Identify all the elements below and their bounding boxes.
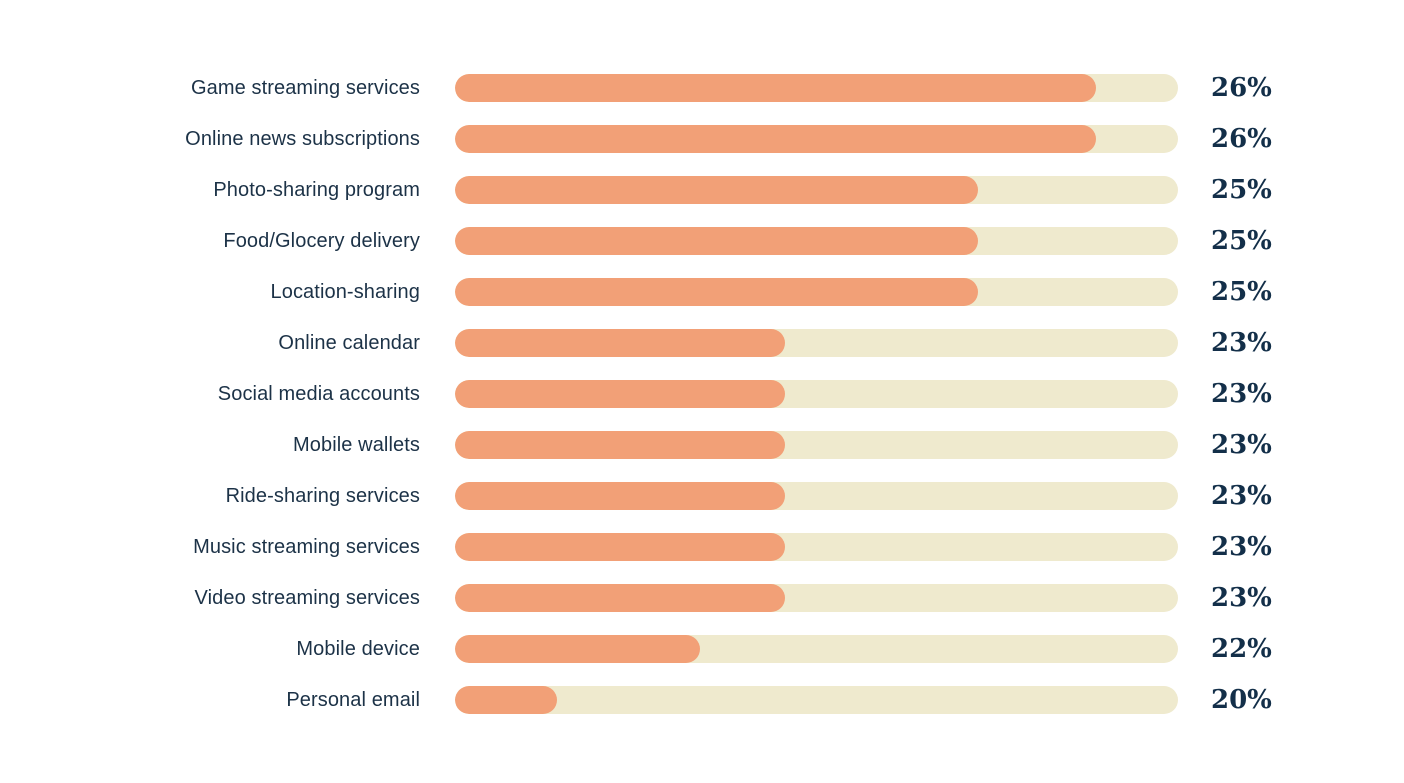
value-label: 25%: [1211, 226, 1272, 256]
category-label: Mobile device: [296, 638, 420, 660]
bar-track: [455, 584, 1178, 612]
bar-row: Location-sharing 25%: [0, 278, 1404, 306]
bar-fill: [455, 329, 785, 357]
value-label: 22%: [1211, 634, 1272, 664]
category-label: Mobile wallets: [292, 434, 420, 456]
value-label: 23%: [1211, 379, 1272, 409]
category-label: Video streaming services: [194, 587, 420, 609]
bar-fill: [455, 380, 785, 408]
category-label: Online calendar: [278, 332, 420, 354]
value-label: 23%: [1211, 481, 1272, 511]
bar-row: Personal email 20%: [0, 686, 1404, 714]
bar-fill: [455, 584, 785, 612]
value-label: 25%: [1211, 277, 1272, 307]
bar-fill: [455, 278, 978, 306]
bar-track: [455, 635, 1178, 663]
bar-fill: [455, 227, 978, 255]
bar-track: [455, 227, 1178, 255]
category-label: Photo-sharing program: [213, 179, 420, 201]
bar-row: Online news subscriptions 26%: [0, 125, 1404, 153]
value-label: 26%: [1211, 124, 1272, 154]
bar-fill: [455, 482, 785, 510]
value-label: 20%: [1211, 685, 1272, 715]
category-label: Online news subscriptions: [185, 128, 420, 150]
bar-track: [455, 533, 1178, 561]
bar-track: [455, 380, 1178, 408]
value-label: 26%: [1211, 73, 1272, 103]
bar-row: Food/Glocery delivery 25%: [0, 227, 1404, 255]
value-label: 25%: [1211, 175, 1272, 205]
value-label: 23%: [1211, 583, 1272, 613]
category-label: Personal email: [286, 689, 420, 711]
bar-track: [455, 431, 1178, 459]
bar-row: Video streaming services 23%: [0, 584, 1404, 612]
category-label: Social media accounts: [217, 383, 420, 405]
bar-track: [455, 74, 1178, 102]
bar-row: Social media accounts 23%: [0, 380, 1404, 408]
value-label: 23%: [1211, 532, 1272, 562]
bar-row: Music streaming services 23%: [0, 533, 1404, 561]
value-label: 23%: [1211, 430, 1272, 460]
bar-row: Mobile wallets 23%: [0, 431, 1404, 459]
bar-track: [455, 125, 1178, 153]
value-label: 23%: [1211, 328, 1272, 358]
bar-fill: [455, 125, 1097, 153]
category-label: Location-sharing: [270, 281, 420, 303]
bar-row: Ride-sharing services 23%: [0, 482, 1404, 510]
bar-row: Online calendar 23%: [0, 329, 1404, 357]
bar-track: [455, 686, 1178, 714]
bar-track: [455, 176, 1178, 204]
bar-fill: [455, 176, 978, 204]
bar-fill: [455, 74, 1097, 102]
bar-track: [455, 329, 1178, 357]
bar-row: Game streaming services 26%: [0, 74, 1404, 102]
category-label: Food/Glocery delivery: [223, 230, 420, 252]
bar-track: [455, 278, 1178, 306]
category-label: Music streaming services: [193, 536, 420, 558]
bar-row: Photo-sharing program 25%: [0, 176, 1404, 204]
bar-track: [455, 482, 1178, 510]
category-label: Ride-sharing services: [225, 485, 420, 507]
bar-fill: [455, 431, 785, 459]
bar-chart: Game streaming services 26% Online news …: [0, 74, 1404, 714]
bar-fill: [455, 635, 701, 663]
bar-fill: [455, 533, 785, 561]
category-label: Game streaming services: [190, 77, 420, 99]
bar-fill: [455, 686, 557, 714]
bar-row: Mobile device 22%: [0, 635, 1404, 663]
